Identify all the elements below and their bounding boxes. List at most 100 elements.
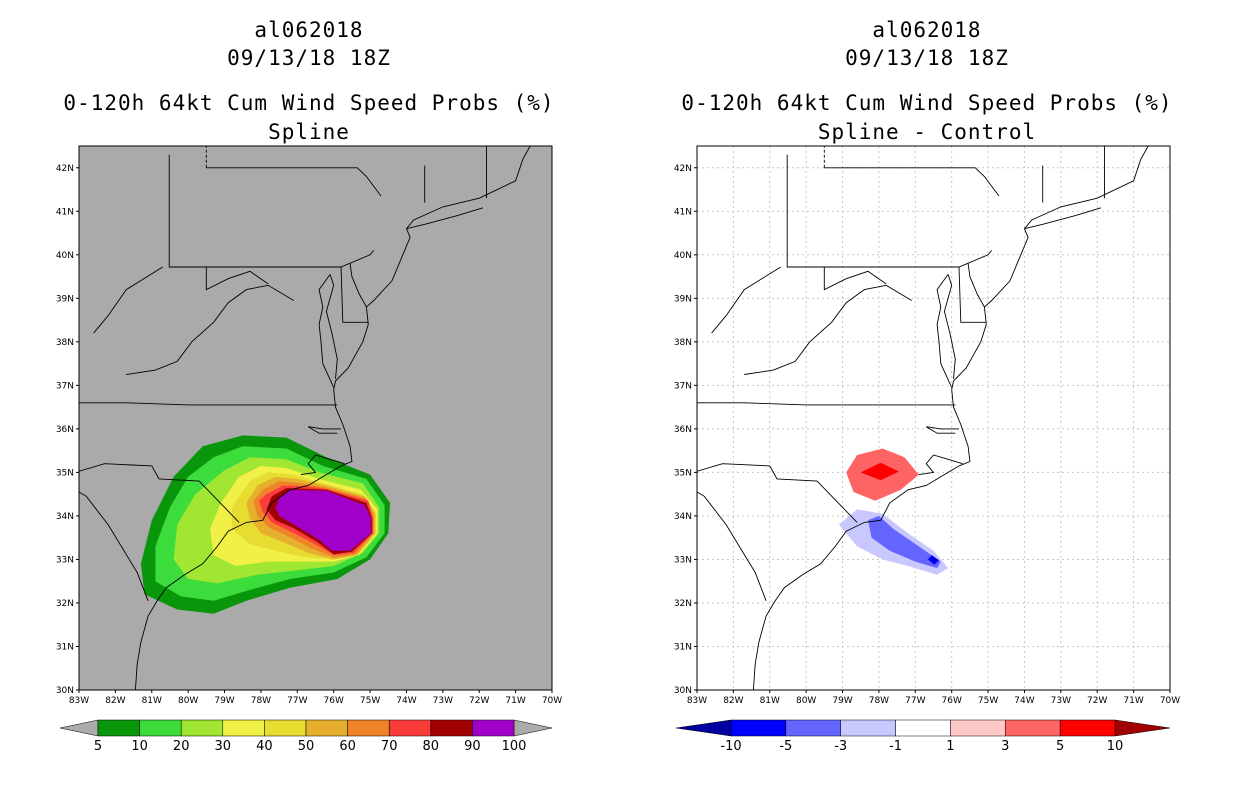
colorbar-label: 5 [94, 739, 102, 754]
left-state-border [93, 266, 163, 334]
right-lat-label: 33N [674, 555, 692, 565]
left-lat-label: 39N [56, 294, 74, 304]
left-lat-label: 30N [56, 686, 74, 696]
right-map-frame [696, 145, 1171, 691]
left-lat-label: 40N [56, 251, 74, 261]
left-map-frame [78, 145, 553, 691]
right-state-border [744, 284, 912, 375]
colorbar-label: 90 [464, 739, 481, 754]
right-panel: al062018 09/13/18 18Z 0-120h 64kt Cum Wi… [618, 0, 1236, 800]
right-storm-id: al062018 [872, 18, 982, 42]
right-lat-label: 40N [674, 251, 692, 261]
colorbar-label: -5 [779, 739, 792, 754]
left-state-border [79, 402, 338, 406]
left-lat-label: 33N [56, 555, 74, 565]
left-lon-label: 78W [251, 696, 271, 706]
diff-contour [932, 558, 937, 562]
left-state-border [126, 284, 294, 375]
right-coastline [752, 146, 1149, 690]
colorbar-label: 1 [946, 739, 954, 754]
left-state-border [79, 491, 149, 601]
colorbar-label: 3 [1001, 739, 1009, 754]
left-lon-label: 82W [105, 696, 125, 706]
colorbar-label: 70 [381, 739, 398, 754]
left-lon-label: 76W [324, 696, 344, 706]
colorbar-label: 30 [215, 739, 232, 754]
left-chesapeake-shore [325, 274, 338, 379]
colorbar-swatch [895, 719, 951, 737]
right-lat-label: 42N [674, 164, 692, 174]
colorbar-upper-extend [1114, 719, 1171, 737]
right-lat-label: 41N [674, 207, 692, 217]
left-storm-id: al062018 [254, 18, 364, 42]
right-state-border [958, 266, 987, 323]
left-lon-label: 73W [433, 696, 453, 706]
right-lon-label: 74W [1014, 696, 1034, 706]
right-pamlico-sound [918, 454, 963, 476]
colorbar-swatch [840, 719, 896, 737]
right-state-border [711, 266, 781, 334]
right-delaware-bay [967, 263, 985, 308]
right-lon-label: 79W [832, 696, 852, 706]
right-map-figure: 30N 31N 32N 33N 34N 35N 36N 37N 38N 39N 40N 41N 42N 8… [674, 145, 1180, 754]
left-lat-label: 36N [56, 425, 74, 435]
diff-contour [868, 515, 941, 569]
left-lat-label: 42N [56, 164, 74, 174]
left-chesapeake-bay [318, 274, 335, 388]
colorbar-label: 100 [502, 739, 527, 754]
left-product-title: 0-120h 64kt Cum Wind Speed Probs (%) [63, 91, 555, 115]
left-lat-label: 37N [56, 381, 74, 391]
colorbar-swatch [785, 719, 841, 737]
left-lon-label: 71W [505, 696, 525, 706]
left-lat-label: 31N [56, 642, 74, 652]
right-state-border [824, 167, 1000, 197]
right-lon-label: 76W [942, 696, 962, 706]
right-datetime: 09/13/18 18Z [845, 46, 1009, 70]
left-coastline [134, 146, 531, 690]
right-lon-label: 72W [1087, 696, 1107, 706]
right-state-border [823, 267, 887, 291]
left-state-border [206, 167, 382, 197]
left-lon-label: 75W [360, 696, 380, 706]
colorbar-swatch [139, 719, 182, 737]
left-lat-label: 34N [56, 512, 74, 522]
colorbar-label: -10 [720, 739, 741, 754]
colorbar-label: 20 [173, 739, 190, 754]
right-state-border [697, 402, 956, 406]
left-datetime: 09/13/18 18Z [227, 46, 391, 70]
colorbar-label: -3 [834, 739, 847, 754]
diff-contour [860, 462, 899, 481]
colorbar-label: 50 [298, 739, 315, 754]
right-lat-label: 32N [674, 599, 692, 609]
right-lat-label: 30N [674, 686, 692, 696]
colorbar-label: -1 [889, 739, 902, 754]
left-lon-label: 81W [142, 696, 162, 706]
left-pamlico-sound [300, 454, 345, 476]
colorbar-swatch [430, 719, 473, 737]
colorbar-label: 60 [339, 739, 356, 754]
colorbar-label: 80 [423, 739, 440, 754]
right-map-background [697, 146, 1170, 690]
colorbar-swatch [472, 719, 515, 737]
left-state-border [79, 463, 240, 523]
colorbar-lower-extend [59, 719, 99, 737]
colorbar-swatch [222, 719, 265, 737]
colorbar-lower-extend [675, 719, 732, 737]
left-lon-label: 83W [69, 696, 89, 706]
colorbar-label: 40 [256, 739, 273, 754]
right-lat-label: 37N [674, 381, 692, 391]
colorbar-swatch [347, 719, 390, 737]
prob-contour-90 [275, 489, 371, 551]
left-lon-label: 72W [469, 696, 489, 706]
left-lon-label: 70W [542, 696, 562, 706]
left-map-background [79, 146, 552, 690]
right-lat-label: 35N [674, 468, 692, 478]
right-lon-label: 73W [1051, 696, 1071, 706]
left-lat-label: 38N [56, 338, 74, 348]
right-long-island [1024, 207, 1102, 230]
left-lat-label: 32N [56, 599, 74, 609]
right-lat-label: 34N [674, 512, 692, 522]
right-chesapeake-bay [936, 274, 953, 388]
right-lon-label: 75W [978, 696, 998, 706]
left-lon-label: 80W [178, 696, 198, 706]
